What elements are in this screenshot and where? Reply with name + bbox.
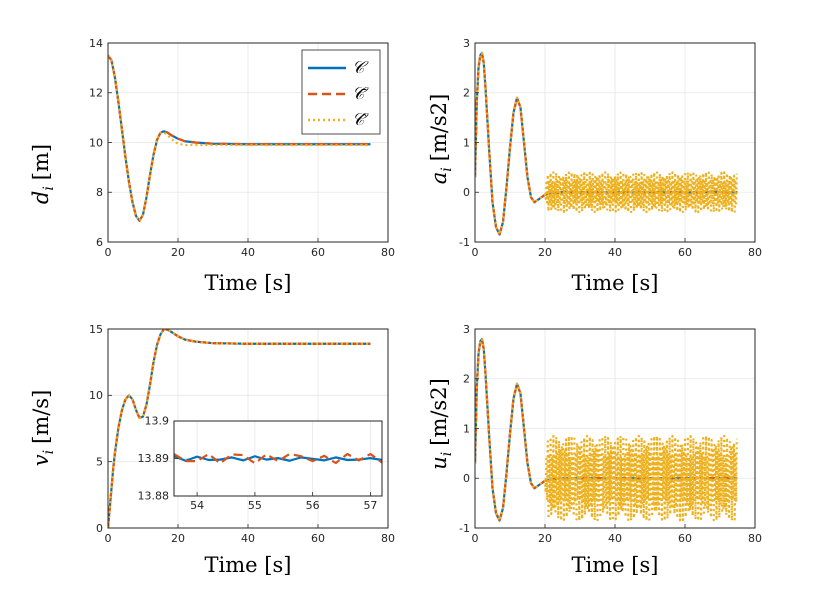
y-tick-label: 14	[89, 37, 103, 50]
x-axis-label: Time [s]	[205, 271, 292, 295]
y-tick-label: 8	[96, 186, 103, 199]
y-tick-label: 13.89	[138, 452, 170, 465]
x-tick-label: 0	[472, 532, 479, 545]
legend: 𝒞 𝒞̄ 𝒞̂	[301, 49, 381, 135]
y-tick-label: 3	[463, 323, 470, 336]
x-tick-label: 60	[311, 532, 325, 545]
y-tick-label: 6	[96, 236, 103, 249]
x-axis-label: Time [s]	[205, 553, 292, 577]
series-line-c	[174, 455, 382, 462]
x-tick-label: 0	[472, 246, 479, 259]
y-tick-label: 1	[463, 422, 470, 435]
y-tick-label: 0	[463, 186, 470, 199]
y-tick-label: 3	[463, 37, 470, 50]
x-tick-label: 60	[311, 246, 325, 259]
x-tick-label: 40	[241, 532, 255, 545]
y-tick-label: 10	[89, 389, 103, 402]
series-line-chat	[475, 51, 738, 236]
y-tick-label: 13.88	[138, 490, 170, 503]
y-tick-label: 0	[96, 522, 103, 535]
y-tick-label: 10	[89, 136, 103, 149]
y-axis-label: ui[m/s2]	[427, 378, 455, 470]
y-tick-label: 15	[89, 323, 103, 336]
x-tick-label: 55	[248, 499, 262, 512]
y-tick-label: 0	[463, 472, 470, 485]
x-tick-label: 80	[381, 532, 395, 545]
y-axis-label: di[m]	[29, 144, 57, 204]
x-tick-label: 40	[241, 246, 255, 259]
x-tick-label: 20	[171, 532, 185, 545]
x-tick-label: 80	[748, 532, 762, 545]
y-tick-label: 1	[463, 136, 470, 149]
x-tick-label: 57	[363, 499, 377, 512]
series-line-cbar	[174, 452, 382, 465]
x-tick-label: 60	[678, 246, 692, 259]
x-axis-label: Time [s]	[572, 553, 659, 577]
y-tick-label: 2	[463, 87, 470, 100]
x-tick-label: 80	[381, 246, 395, 259]
y-tick-label: -1	[459, 236, 470, 249]
y-tick-label: 13.9	[145, 415, 170, 428]
x-tick-label: 40	[608, 246, 622, 259]
y-tick-label: 12	[89, 87, 103, 100]
x-axis-label: Time [s]	[572, 271, 659, 295]
x-tick-label: 20	[538, 532, 552, 545]
x-tick-label: 54	[190, 499, 204, 512]
y-axis-label: vi[m/s]	[29, 390, 57, 467]
series-line-chat	[475, 337, 738, 522]
series-line-chat	[108, 54, 371, 222]
x-tick-label: 0	[105, 532, 112, 545]
series-line-cbar	[108, 329, 371, 528]
x-tick-label: 20	[538, 246, 552, 259]
y-tick-label: 2	[463, 373, 470, 386]
x-tick-label: 20	[171, 246, 185, 259]
panel-distance: 0 20 40 60 80 6 8 10 12 14 Time [s] di[m] 𝒞 𝒞̄ 𝒞̂	[29, 37, 395, 295]
x-tick-label: 60	[678, 532, 692, 545]
x-tick-label: 0	[105, 246, 112, 259]
inset-zoom: 54 55 56 57 13.88 13.89 13.9	[138, 415, 383, 512]
y-axis-label: ai[m/s2]	[427, 94, 455, 185]
x-tick-label: 80	[748, 246, 762, 259]
x-tick-label: 40	[608, 532, 622, 545]
y-tick-label: 5	[96, 456, 103, 469]
y-tick-label: -1	[459, 522, 470, 535]
x-tick-label: 56	[306, 499, 320, 512]
